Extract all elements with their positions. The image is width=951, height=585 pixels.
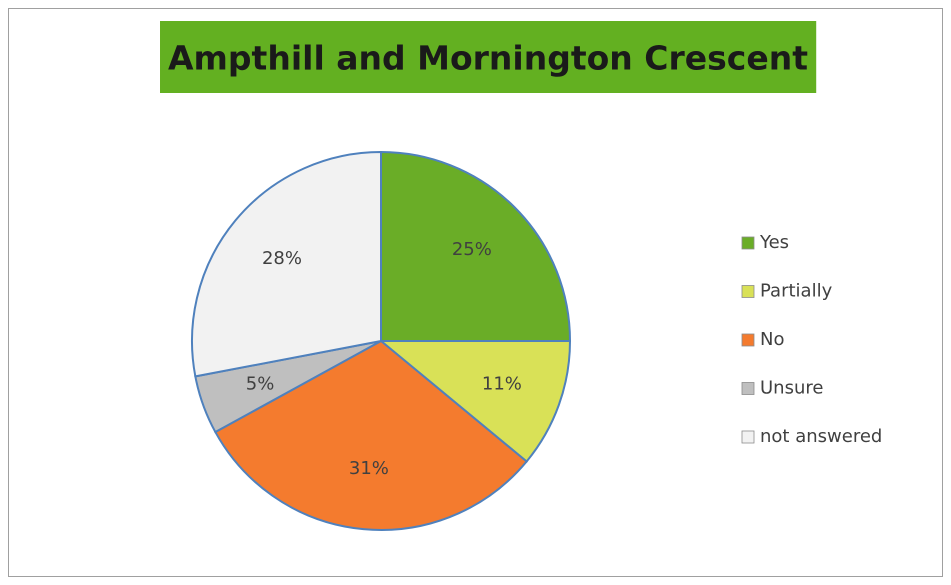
data-label: 11% xyxy=(482,374,522,395)
legend-label: Unsure xyxy=(760,378,823,399)
legend-label: Yes xyxy=(759,232,789,253)
data-label: 31% xyxy=(349,458,389,479)
legend-swatch xyxy=(741,382,755,395)
legend-label: not answered xyxy=(760,426,882,447)
data-label: 5% xyxy=(246,374,275,395)
chart-title: Ampthill and Mornington Crescent xyxy=(168,39,808,78)
title-background xyxy=(160,21,817,93)
legend-swatch xyxy=(741,285,755,298)
legend-swatch xyxy=(741,236,755,250)
pie-slice xyxy=(378,340,572,463)
legend-label: Partially xyxy=(760,281,833,302)
pie-slice xyxy=(380,150,572,342)
legend-swatch xyxy=(741,333,755,347)
data-label: 28% xyxy=(262,248,302,269)
pie-slice xyxy=(191,150,382,378)
legend-label: No xyxy=(760,329,784,350)
legend-swatch xyxy=(741,430,755,444)
data-label: 25% xyxy=(452,239,492,260)
pie-slice xyxy=(214,339,529,531)
